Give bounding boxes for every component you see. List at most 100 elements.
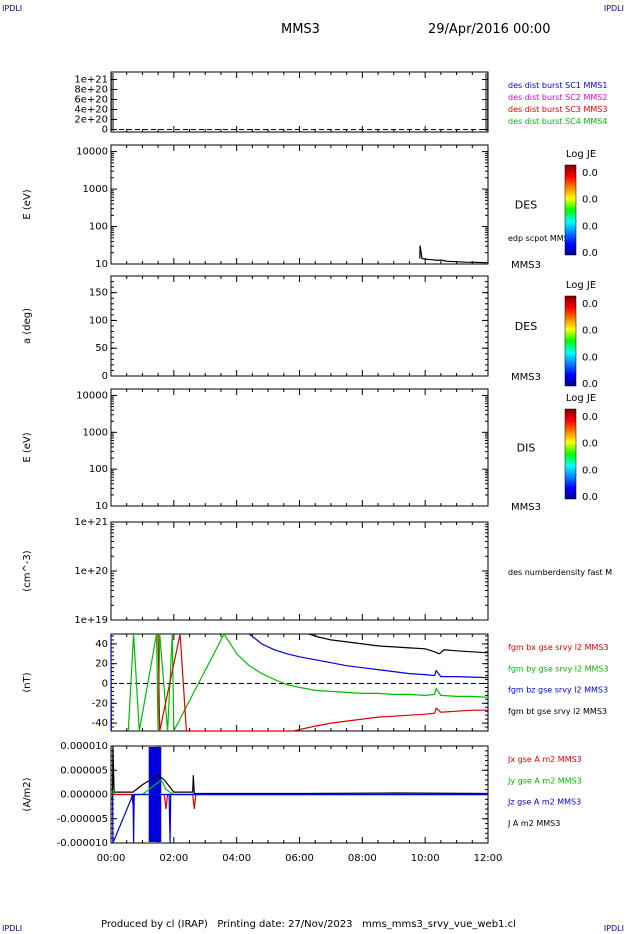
date-title: 29/Apr/2016 00:00 — [428, 22, 551, 37]
y-tick-label: 100 — [89, 315, 108, 326]
colorbar-title: Log JE — [566, 280, 596, 291]
y-tick-label: 0.000010 — [60, 741, 108, 752]
y-tick-label: 100 — [89, 464, 108, 475]
corner-label-bottom-right: IPDLI — [603, 924, 624, 933]
panel-frame — [110, 71, 489, 133]
x-tick-label: 12:00 — [474, 853, 503, 864]
y-tick-label: -40 — [92, 718, 108, 729]
y-tick-label: 0.000005 — [60, 765, 108, 776]
y-tick-label: 2e+20 — [74, 115, 108, 126]
y-tick-label: 1000 — [83, 427, 108, 438]
panel-des-pitch: 0 50 100 150 a (deg) DES MMS3 Log JE 0.0 0.0 0.0 0.… — [22, 275, 598, 390]
spacecraft-title: MMS3 — [281, 22, 320, 37]
series-line — [419, 245, 489, 264]
panel-dis-energy: 10 100 1000 10000 E (eV) DIS MMS3 Log JE 0.0 0.0 0… — [22, 388, 598, 513]
y-tick-label: 1e+21 — [74, 75, 108, 86]
y-tick-label: 1e+19 — [74, 615, 108, 626]
legend-entry: fgm bt gse srvy l2 MMS3 — [508, 707, 607, 716]
spacecraft-label: MMS3 — [511, 260, 541, 271]
colorbar-label: 0.0 — [582, 326, 598, 337]
instrument-label: DES — [515, 199, 537, 212]
series-label: edp scpot MMS3 — [508, 234, 574, 243]
panel-frame — [110, 275, 489, 377]
colorbar — [564, 295, 577, 387]
footer-printing-date: Printing date: 27/Nov/2023 — [217, 919, 353, 930]
x-tick-label: 02:00 — [159, 853, 188, 864]
footer-produced-by: Produced by cl (IRAP) — [101, 919, 208, 930]
y-tick-label: 10000 — [76, 147, 108, 158]
legend-entry: Jz gse A m2 MMS3 — [507, 798, 581, 807]
y-axis-label: a (deg) — [22, 308, 33, 344]
panel-des-energy: 10 100 1000 10000 E (eV) DES MMS3 edp scpot MMS… — [22, 144, 598, 271]
x-tick-label: 00:00 — [97, 853, 126, 864]
corner-label-bottom-left: IPDLI — [2, 924, 23, 933]
series-line — [111, 793, 488, 844]
panel-frame — [110, 144, 489, 265]
colorbar-label: 0.0 — [582, 439, 598, 450]
colorbar-label: 0.0 — [582, 299, 598, 310]
y-tick-label: 1e+20 — [74, 566, 108, 577]
y-tick-label: -0.000005 — [57, 814, 108, 825]
y-axis-label: E (eV) — [22, 432, 33, 462]
colorbar-label: 0.0 — [582, 248, 598, 259]
panel-frame — [110, 521, 489, 621]
y-tick-label: 20 — [95, 659, 108, 670]
colorbar-label: 0.0 — [582, 168, 598, 179]
y-tick-label: 4e+20 — [74, 105, 108, 116]
colorbar-label: 0.0 — [582, 412, 598, 423]
legend-entry: fgm by gse srvy l2 MMS3 — [508, 664, 609, 673]
y-tick-label: -0.000010 — [57, 838, 108, 849]
x-tick-label: 06:00 — [285, 853, 314, 864]
instrument-label: DIS — [517, 442, 536, 455]
y-tick-label: 0 — [102, 678, 108, 689]
legend-entry: des dist burst SC4 MMS4 — [508, 117, 607, 126]
legend-entry: Jx gse A m2 MMS3 — [507, 755, 582, 764]
y-tick-label: 8e+20 — [74, 85, 108, 96]
y-axis-label: (A/m2) — [22, 777, 33, 811]
spacecraft-label: MMS3 — [511, 502, 541, 513]
y-tick-label: 1e+21 — [74, 517, 108, 528]
panel-fgm: -40 -20 0 20 40 (nT) fgm bx gse srvy l2 MMS3 fg… — [22, 632, 609, 732]
panel-des-density: 1e+19 1e+20 1e+21 (cm^-3) des numberdensity … — [22, 517, 612, 626]
y-tick-label: 0.000000 — [60, 790, 108, 801]
series-line — [248, 633, 489, 679]
y-tick-label: 6e+20 — [74, 95, 108, 106]
series-line — [111, 793, 488, 810]
y-tick-label: 150 — [89, 288, 108, 299]
corner-label-top-right: IPDLI — [603, 4, 624, 13]
y-tick-label: 1000 — [83, 184, 108, 195]
colorbar-label: 0.0 — [582, 221, 598, 232]
colorbar-label: 0.0 — [582, 379, 598, 390]
spacecraft-label: MMS3 — [511, 372, 541, 383]
panel-frame — [110, 633, 489, 732]
y-tick-label: -20 — [92, 698, 108, 709]
colorbar-title: Log JE — [566, 149, 596, 160]
legend-entry: Jy gse A m2 MMS3 — [507, 776, 582, 785]
footer: Produced by cl (IRAP) Printing date: 27/… — [101, 919, 516, 930]
y-axis-label: (nT) — [22, 672, 33, 692]
x-tick-label: 04:00 — [222, 853, 251, 864]
legend-entry: des numberdensity fast M — [508, 568, 612, 577]
y-tick-label: 50 — [95, 343, 108, 354]
y-tick-label: 0 — [102, 125, 108, 136]
y-tick-label: 100 — [89, 222, 108, 233]
legend-entry: des dist burst SC1 MMS1 — [508, 81, 607, 90]
colorbar-label: 0.0 — [582, 195, 598, 206]
colorbar-label: 0.0 — [582, 465, 598, 476]
legend-entry: des dist burst SC3 MMS3 — [508, 105, 607, 114]
y-axis-label: (cm^-3) — [22, 550, 33, 591]
x-tick-label: 10:00 — [411, 853, 440, 864]
footer-filename: mms_mms3_srvy_vue_web1.cl — [362, 919, 516, 930]
y-tick-label: 10000 — [76, 390, 108, 401]
colorbar-label: 0.0 — [582, 352, 598, 363]
corner-label-top-left: IPDLI — [2, 4, 23, 13]
series-line — [111, 745, 489, 796]
legend-entry: fgm bx gse srvy l2 MMS3 — [508, 643, 609, 652]
legend-entry: fgm bz gse srvy l2 MMS3 — [508, 686, 608, 695]
panel-frame — [110, 388, 489, 507]
series-line — [127, 632, 489, 732]
colorbar-title: Log JE — [566, 393, 596, 404]
